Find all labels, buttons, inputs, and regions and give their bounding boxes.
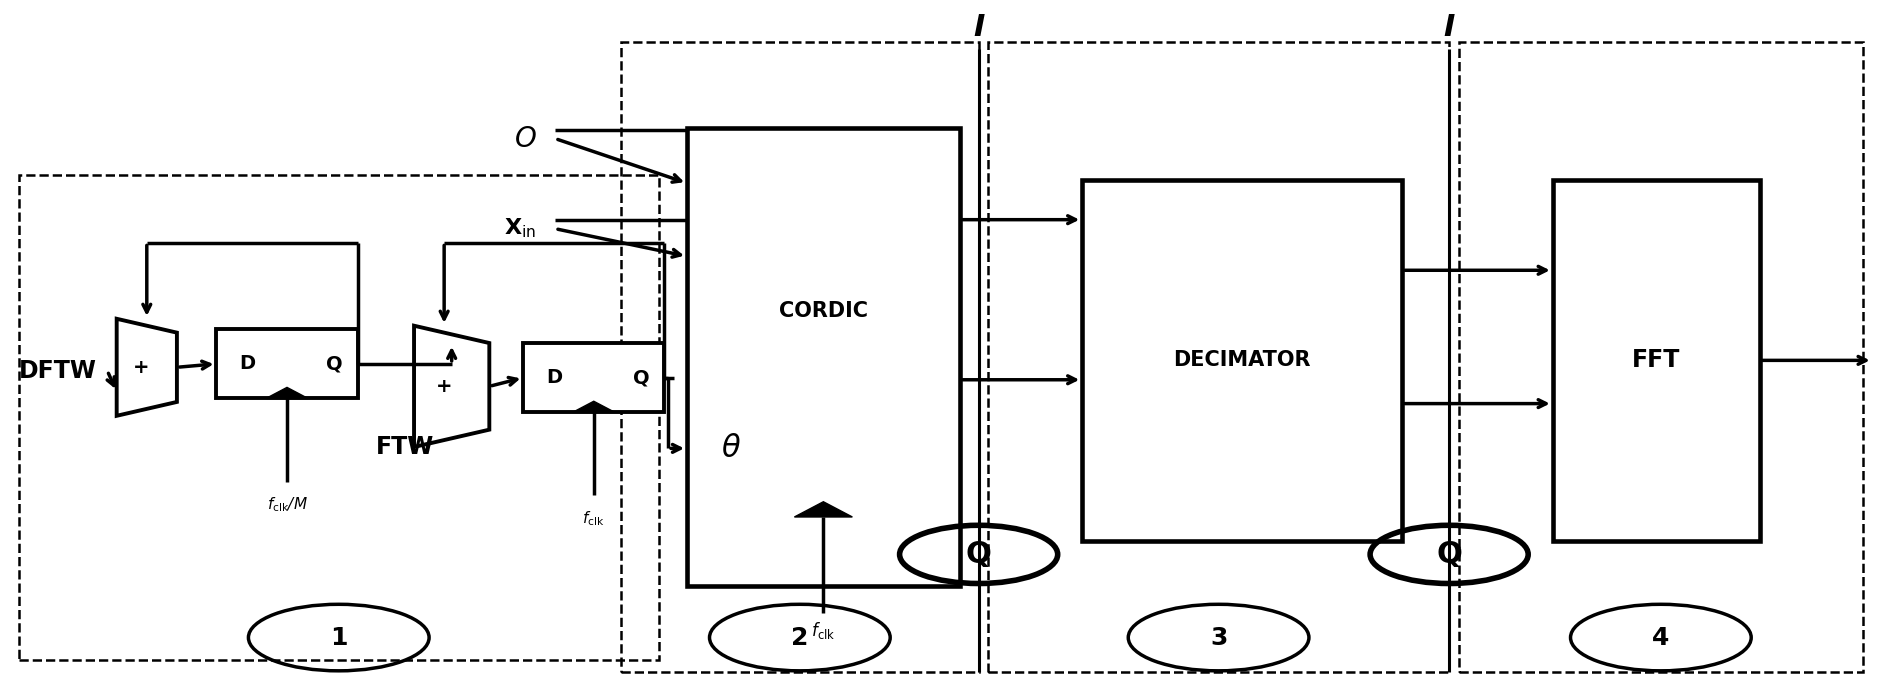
Text: Q: Q (326, 354, 343, 374)
FancyBboxPatch shape (523, 343, 664, 412)
Text: +: + (132, 358, 149, 377)
Polygon shape (265, 387, 309, 398)
Text: Q: Q (965, 540, 992, 569)
Polygon shape (572, 401, 615, 412)
Text: f$_\mathrm{clk}$/M: f$_\mathrm{clk}$/M (267, 495, 307, 514)
Text: 3: 3 (1210, 626, 1227, 649)
Text: 1: 1 (329, 626, 348, 649)
Text: DECIMATOR: DECIMATOR (1172, 351, 1312, 370)
Text: 2: 2 (790, 626, 809, 649)
FancyBboxPatch shape (1553, 180, 1760, 541)
Polygon shape (794, 502, 853, 517)
Text: 4: 4 (1652, 626, 1669, 649)
Text: +: + (437, 377, 452, 396)
Text: $O$: $O$ (514, 125, 536, 152)
Text: D: D (546, 368, 563, 387)
Text: D: D (239, 354, 256, 374)
Text: $\theta$: $\theta$ (721, 434, 742, 463)
Text: I: I (973, 13, 984, 42)
Text: FTW: FTW (376, 435, 433, 459)
FancyBboxPatch shape (1082, 180, 1402, 541)
Text: Q: Q (1436, 540, 1462, 569)
Text: X$_\mathrm{in}$: X$_\mathrm{in}$ (504, 217, 536, 240)
Text: CORDIC: CORDIC (779, 301, 868, 321)
Text: f$_\mathrm{clk}$: f$_\mathrm{clk}$ (811, 620, 836, 641)
Polygon shape (117, 319, 177, 416)
Polygon shape (414, 326, 489, 447)
FancyBboxPatch shape (216, 329, 358, 398)
FancyBboxPatch shape (687, 128, 960, 586)
Text: FFT: FFT (1632, 349, 1681, 372)
Text: Q: Q (632, 368, 649, 387)
Text: f$_\mathrm{clk}$: f$_\mathrm{clk}$ (583, 509, 604, 528)
Text: DFTW: DFTW (19, 359, 96, 383)
Text: I: I (1443, 13, 1455, 42)
